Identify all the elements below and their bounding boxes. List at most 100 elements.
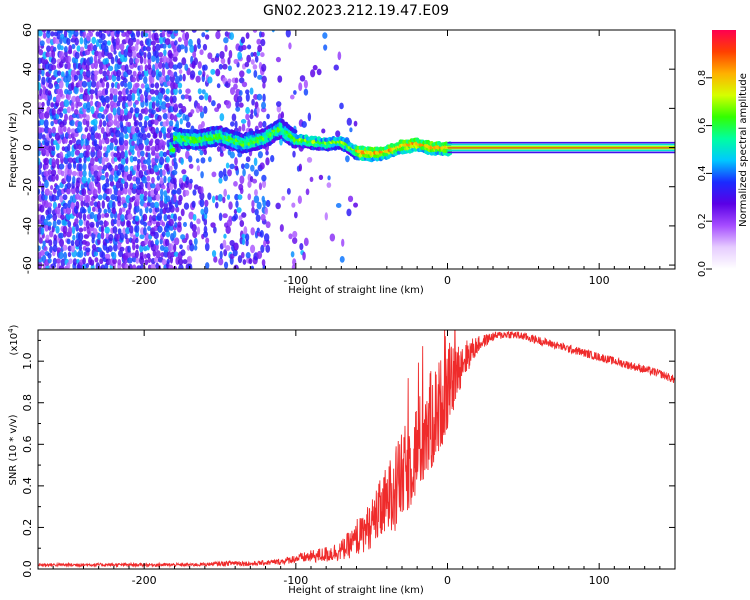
- spectrogram-cell: [139, 40, 144, 47]
- spectrogram-cell: [112, 226, 118, 234]
- spectrogram-cell: [112, 258, 117, 265]
- spectrogram-cell: [71, 225, 76, 235]
- spectrogram-cell: [143, 68, 149, 77]
- spectrogram-cell: [70, 243, 76, 253]
- spectrogram-cell: [116, 69, 122, 77]
- spectrogram-cell: [59, 88, 64, 98]
- spectrogram-cell: [151, 96, 156, 102]
- spectrogram-cell: [238, 77, 245, 84]
- spectrogram-cell: [253, 70, 258, 78]
- spectrogram-cell: [275, 101, 282, 107]
- spectrogram-cell: [98, 38, 103, 44]
- spectrogram-cell: [59, 30, 64, 34]
- spectrogram-cell: [256, 93, 263, 101]
- spectrogram-cell: [55, 185, 60, 190]
- spectrogram-cell: [119, 246, 125, 252]
- spectrogram-cell: [241, 238, 246, 246]
- spectrogram-cell: [48, 77, 52, 85]
- spectrogram-cell: [245, 113, 250, 121]
- spectrogram-cell: [77, 124, 83, 133]
- spectrogram-cell: [55, 113, 60, 120]
- spectrogram-cell: [78, 239, 83, 247]
- spectrogram-cell: [38, 81, 41, 91]
- spectrogram-cell: [109, 141, 114, 151]
- snr-y-ticks: 0.0 0.2 0.4 0.6 0.8 1.0: [21, 339, 675, 578]
- spectrogram-cell: [159, 156, 165, 166]
- spectrogram-cell: [353, 202, 359, 208]
- spectrogram-cell: [231, 113, 237, 122]
- spectrogram-cell: [292, 150, 296, 158]
- spectrogram-cell: [101, 81, 105, 88]
- spectrogram-cell: [96, 212, 102, 221]
- spectrogram-cell: [253, 107, 258, 117]
- spectrogram-cell: [82, 213, 87, 221]
- spectrogram-cell: [164, 38, 171, 46]
- spectrogram-cell: [106, 40, 111, 46]
- spectrogram-cell: [162, 112, 168, 120]
- spectrogram-cell: [292, 237, 298, 245]
- spectrogram-cell: [119, 109, 125, 116]
- spectrogram-cell: [150, 262, 156, 269]
- spectrogram-cell: [200, 120, 205, 128]
- spectrogram-cell: [131, 252, 137, 258]
- spectrogram-cell: [136, 265, 142, 269]
- spectrogram-cell: [68, 133, 72, 140]
- spectrogram-cell: [120, 80, 125, 87]
- snr-x-label: Height of straight line (km): [288, 585, 424, 596]
- spectrogram-cell: [169, 95, 174, 104]
- spectrogram-cell: [39, 40, 45, 47]
- spectrogram-cell: [253, 169, 259, 177]
- spectrogram-cell: [163, 30, 168, 32]
- spectrogram-cell: [134, 82, 140, 88]
- spectrogram-cell: [66, 106, 71, 114]
- spectrogram-cell: [101, 213, 105, 219]
- spectrogram-cell: [305, 188, 310, 196]
- spectrogram-cell: [196, 218, 201, 225]
- spectrogram-cell: [50, 120, 55, 127]
- spectrogram-cell: [235, 100, 240, 108]
- spectrogram-cell: [165, 118, 170, 127]
- spectrogram-cell: [161, 87, 166, 95]
- spectrogram-cell: [247, 119, 251, 128]
- spectrogram-cell: [56, 188, 63, 197]
- spectrogram-cell: [213, 256, 218, 263]
- spectrogram-cell: [263, 233, 270, 242]
- spectrogram-cell: [243, 226, 248, 235]
- spectrogram-cell: [59, 45, 64, 51]
- spectrogram-cell: [104, 137, 110, 145]
- spectrogram-cell: [116, 100, 121, 107]
- spectrogram-cell: [223, 188, 227, 197]
- spectrogram-cell: [100, 33, 106, 40]
- spectrogram-cell: [293, 90, 297, 95]
- spectrogram-cell: [260, 38, 266, 47]
- spectrogram-cell: [78, 219, 83, 227]
- spectrogram-cell: [199, 105, 203, 113]
- spectrogram-cell: [58, 232, 64, 239]
- spectrogram-cell: [108, 164, 113, 172]
- spectrogram-cell: [104, 221, 109, 227]
- spectrogram-cell: [169, 113, 175, 121]
- spectrogram-cell: [173, 87, 178, 96]
- spectrogram-cell: [51, 149, 56, 156]
- spectrogram-cell: [59, 195, 64, 203]
- spectrogram-cell: [265, 157, 270, 166]
- spectrogram-cell: [55, 94, 61, 103]
- spectrogram-cell: [207, 52, 213, 60]
- spectrogram-cell: [111, 252, 117, 260]
- spectrogram-cell: [124, 233, 128, 240]
- spectrogram-cell: [161, 125, 166, 135]
- spectrogram-cell: [97, 90, 103, 97]
- spectrogram-cell: [225, 245, 231, 252]
- spectrogram-cell: [215, 31, 221, 40]
- spectrogram-cell: [154, 201, 160, 209]
- y-tick-label: -60: [21, 256, 34, 274]
- spectrogram-cell: [81, 30, 86, 33]
- ridge-cell: [171, 147, 176, 153]
- x-tick-label: -200: [132, 274, 157, 287]
- spectrogram-cell: [90, 105, 95, 115]
- spectrogram-cell: [149, 89, 156, 95]
- spectrogram-cell: [237, 194, 243, 201]
- x-tick-label: -100: [283, 274, 308, 287]
- spectrogram-cell: [90, 157, 95, 167]
- spectrogram-cell: [116, 120, 120, 129]
